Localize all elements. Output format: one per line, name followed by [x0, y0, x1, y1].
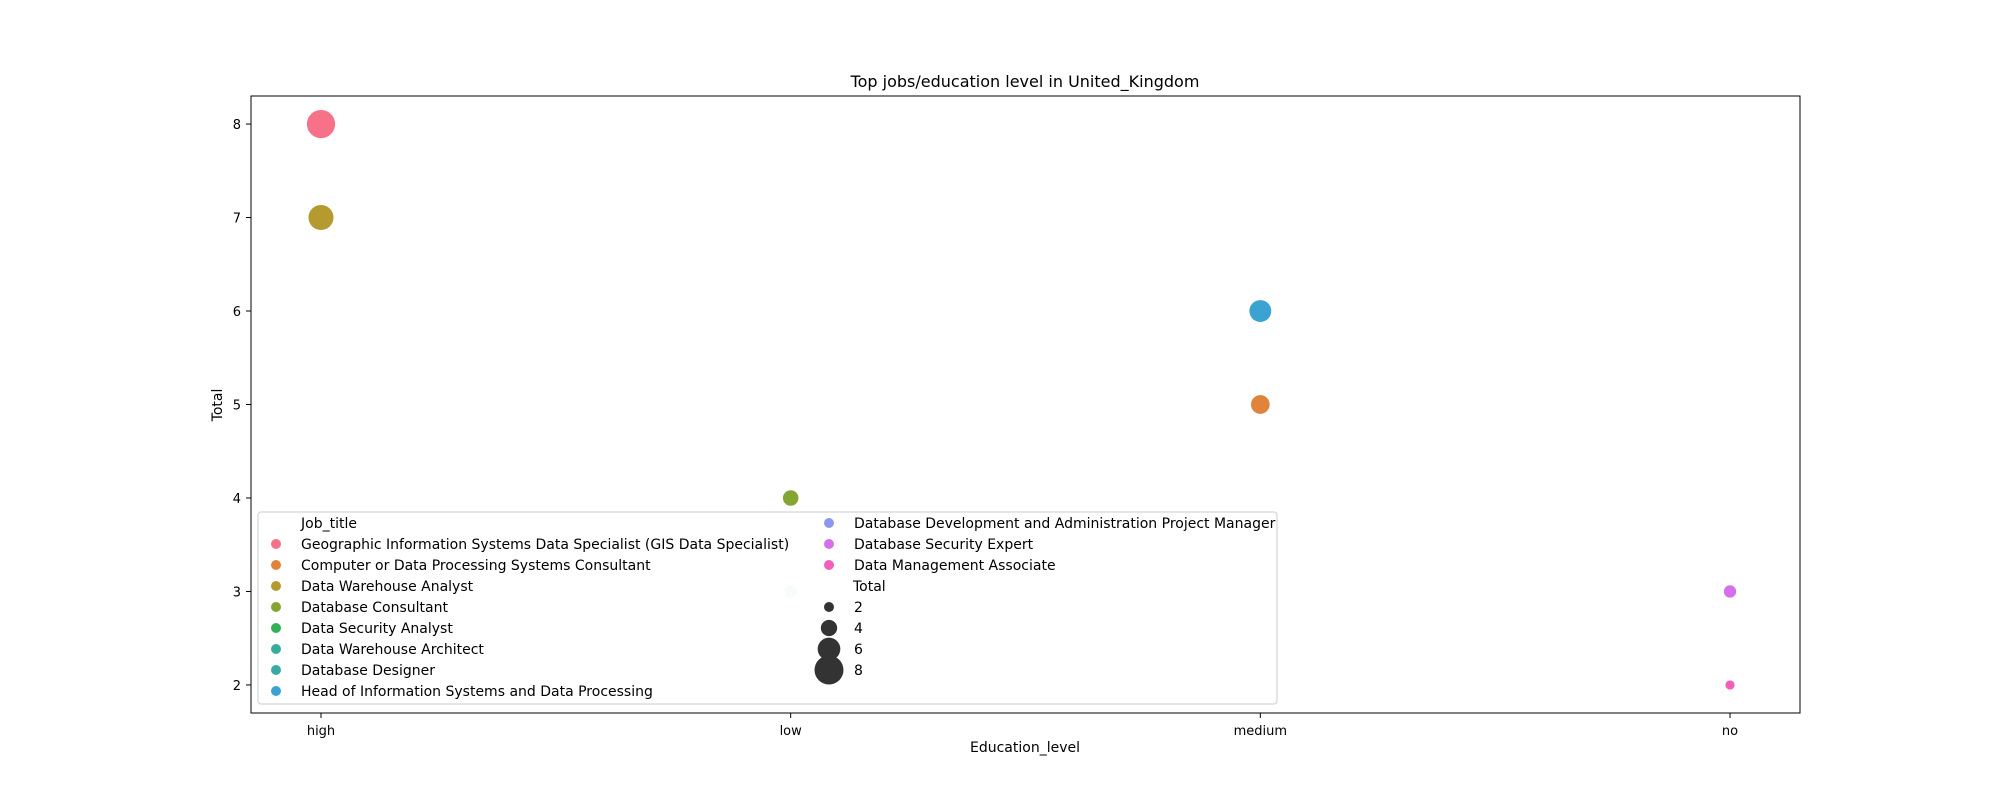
- legend-swatch: [271, 560, 281, 570]
- legend-entry: Data Warehouse Analyst: [301, 579, 474, 595]
- legend-entry: Computer or Data Processing Systems Cons…: [301, 558, 651, 574]
- legend-size-label: 8: [854, 663, 863, 679]
- data-point: [307, 204, 335, 231]
- legend-entry: Data Warehouse Architect: [301, 642, 484, 658]
- data-point: [1724, 679, 1736, 691]
- legend-size-swatch: [820, 619, 838, 637]
- legend-entry: Data Management Associate: [854, 558, 1056, 574]
- legend-swatch: [271, 539, 281, 549]
- legend-swatch: [271, 644, 281, 654]
- legend-entry: Geographic Information Systems Data Spec…: [301, 537, 789, 553]
- y-tick-label: 7: [233, 212, 241, 227]
- legend-swatch: [271, 581, 281, 591]
- y-tick-label: 8: [233, 118, 241, 133]
- legend-swatch: [271, 623, 281, 633]
- legend-size-title: Total: [852, 579, 886, 595]
- data-point: [782, 489, 800, 507]
- legend-entry: Database Security Expert: [854, 537, 1034, 553]
- legend-size-label: 4: [854, 621, 863, 637]
- legend-frame: [257, 511, 1278, 705]
- legend-swatch: [271, 602, 281, 612]
- x-axis-title: Education_level: [970, 740, 1080, 756]
- data-point: [1723, 584, 1737, 599]
- legend-size-label: 2: [854, 600, 863, 616]
- x-tick-label: medium: [1234, 724, 1287, 739]
- legend-size-swatch: [814, 655, 844, 685]
- x-tick-label: no: [1722, 724, 1738, 739]
- legend-hue-title: Job_title: [300, 516, 357, 532]
- y-tick-label: 5: [233, 399, 241, 414]
- legend-entry: Database Development and Administration …: [854, 516, 1276, 532]
- legend-entry: Head of Information Systems and Data Pro…: [301, 684, 653, 700]
- y-axis-title: Total: [210, 389, 226, 423]
- legend-swatch: [824, 539, 834, 549]
- legend-swatch: [271, 665, 281, 675]
- x-tick-label: low: [780, 724, 803, 739]
- legend-swatch: [271, 686, 281, 696]
- y-axis: 2 3 4 5 6 7 8: [233, 118, 251, 694]
- data-point: [1248, 299, 1273, 323]
- legend-entry: Database Designer: [301, 663, 435, 679]
- legend-size-swatch: [817, 637, 841, 661]
- legend-swatch: [824, 560, 834, 570]
- y-tick-label: 4: [233, 492, 241, 507]
- x-tick-label: high: [307, 724, 335, 739]
- y-tick-label: 6: [233, 305, 241, 320]
- data-point: [1250, 394, 1271, 415]
- legend-swatch: [824, 518, 834, 528]
- chart-title: Top jobs/education level in United_Kingd…: [850, 72, 1200, 92]
- legend-entry: Database Consultant: [301, 600, 448, 616]
- legend-size-label: 6: [854, 642, 863, 658]
- y-tick-label: 2: [233, 679, 241, 694]
- x-axis: high low medium no: [307, 713, 1738, 739]
- legend-entry: Data Security Analyst: [301, 621, 453, 637]
- data-point: [306, 109, 336, 139]
- legend: Job_title Geographic Information Systems…: [257, 511, 1278, 705]
- legend-size-swatch: [824, 602, 834, 612]
- y-tick-label: 3: [233, 585, 241, 600]
